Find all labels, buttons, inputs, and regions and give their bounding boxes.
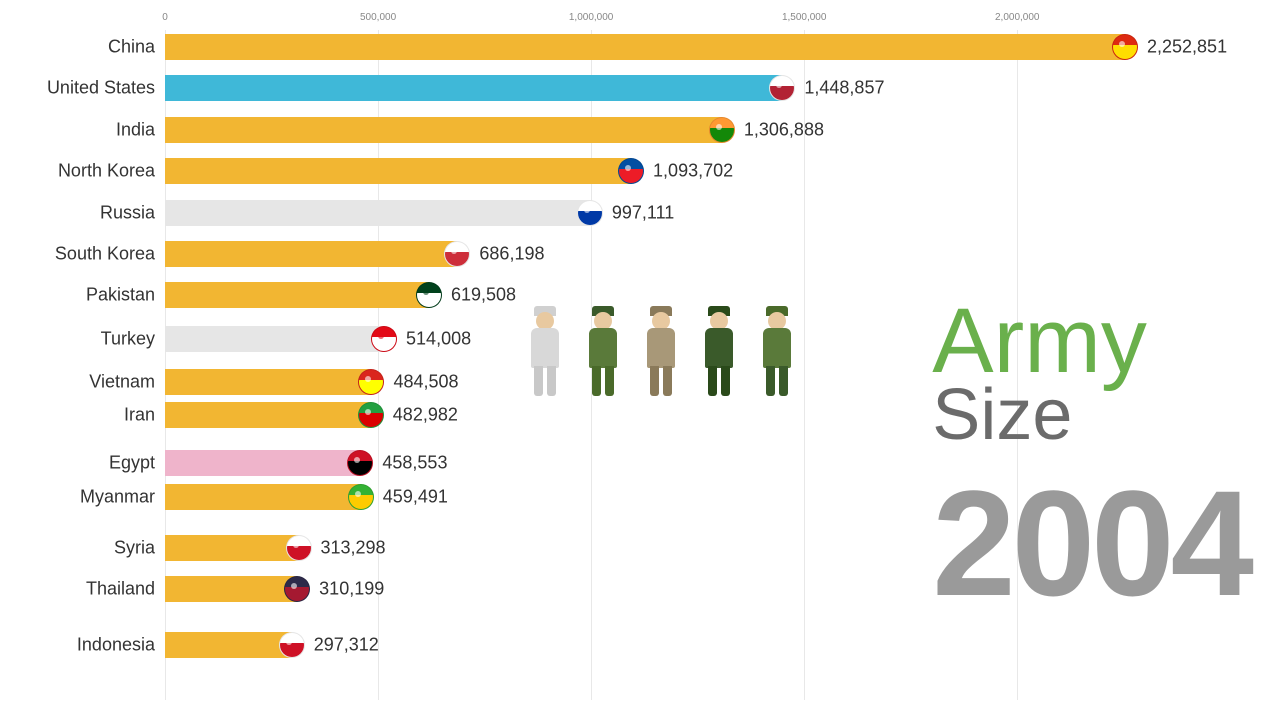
bar: [165, 75, 782, 101]
value-label: 1,093,702: [653, 161, 733, 182]
flag-icon: [1112, 34, 1138, 60]
flag-icon: [358, 402, 384, 428]
country-label: Egypt: [109, 453, 155, 474]
axis-tick-label: 1,000,000: [569, 12, 614, 23]
value-label: 313,298: [321, 538, 386, 559]
country-label: Myanmar: [80, 487, 155, 508]
flag-icon: [618, 158, 644, 184]
soldier-icon: [694, 300, 744, 400]
bar: [165, 369, 371, 395]
bar: [165, 632, 292, 658]
bar: [165, 241, 457, 267]
bar-row: North Korea1,093,702: [165, 156, 1125, 186]
title-word-army: Army: [932, 300, 1250, 383]
flag-icon: [279, 632, 305, 658]
country-label: United States: [47, 78, 155, 99]
country-label: China: [108, 37, 155, 58]
bar: [165, 282, 429, 308]
bar-row: India1,306,888: [165, 115, 1125, 145]
bar: [165, 117, 722, 143]
bar: [165, 326, 384, 352]
value-label: 2,252,851: [1147, 37, 1227, 58]
axis-tick-label: 2,000,000: [995, 12, 1040, 23]
country-label: India: [116, 120, 155, 141]
value-label: 1,448,857: [804, 78, 884, 99]
flag-icon: [709, 117, 735, 143]
value-label: 310,199: [319, 579, 384, 600]
axis-tick-label: 500,000: [360, 12, 396, 23]
flag-icon: [769, 75, 795, 101]
title-word-size: Size: [932, 383, 1250, 448]
soldier-icon: [636, 300, 686, 400]
country-label: Iran: [124, 405, 155, 426]
bar-row: Indonesia297,312: [165, 630, 1125, 660]
soldiers-graphic: [520, 300, 802, 400]
value-label: 514,008: [406, 329, 471, 350]
soldier-icon: [578, 300, 628, 400]
flag-icon: [347, 450, 373, 476]
axis-tick-label: 0: [162, 12, 168, 23]
value-label: 458,553: [382, 453, 447, 474]
bar-row: South Korea686,198: [165, 239, 1125, 269]
flag-icon: [444, 241, 470, 267]
axis-tick-label: 1,500,000: [782, 12, 827, 23]
bar: [165, 576, 297, 602]
value-label: 686,198: [479, 244, 544, 265]
value-label: 1,306,888: [744, 120, 824, 141]
country-label: North Korea: [58, 161, 155, 182]
year-label: 2004: [932, 468, 1250, 618]
country-label: Syria: [114, 538, 155, 559]
bar: [165, 535, 299, 561]
bar-row: China2,252,851: [165, 32, 1125, 62]
flag-icon: [371, 326, 397, 352]
title-block: Army Size 2004: [932, 300, 1250, 618]
bar: [165, 484, 361, 510]
country-label: Pakistan: [86, 285, 155, 306]
value-label: 619,508: [451, 285, 516, 306]
bar-row: United States1,448,857: [165, 73, 1125, 103]
country-label: Turkey: [101, 329, 155, 350]
country-label: Russia: [100, 203, 155, 224]
flag-icon: [286, 535, 312, 561]
value-label: 459,491: [383, 487, 448, 508]
country-label: Thailand: [86, 579, 155, 600]
bar: [165, 402, 371, 428]
flag-icon: [284, 576, 310, 602]
country-label: Vietnam: [89, 372, 155, 393]
value-label: 297,312: [314, 635, 379, 656]
flag-icon: [348, 484, 374, 510]
bar: [165, 200, 590, 226]
bar: [165, 34, 1125, 60]
flag-icon: [358, 369, 384, 395]
value-label: 484,508: [393, 372, 458, 393]
bar: [165, 158, 631, 184]
bar: [165, 450, 360, 476]
flag-icon: [416, 282, 442, 308]
soldier-icon: [752, 300, 802, 400]
axis-labels: 0 500,000 1,000,000 1,500,000 2,000,000: [165, 12, 1125, 30]
country-label: South Korea: [55, 244, 155, 265]
flag-icon: [577, 200, 603, 226]
bar-row: Russia997,111: [165, 198, 1125, 228]
value-label: 482,982: [393, 405, 458, 426]
country-label: Indonesia: [77, 635, 155, 656]
value-label: 997,111: [612, 203, 674, 224]
soldier-icon: [520, 300, 570, 400]
